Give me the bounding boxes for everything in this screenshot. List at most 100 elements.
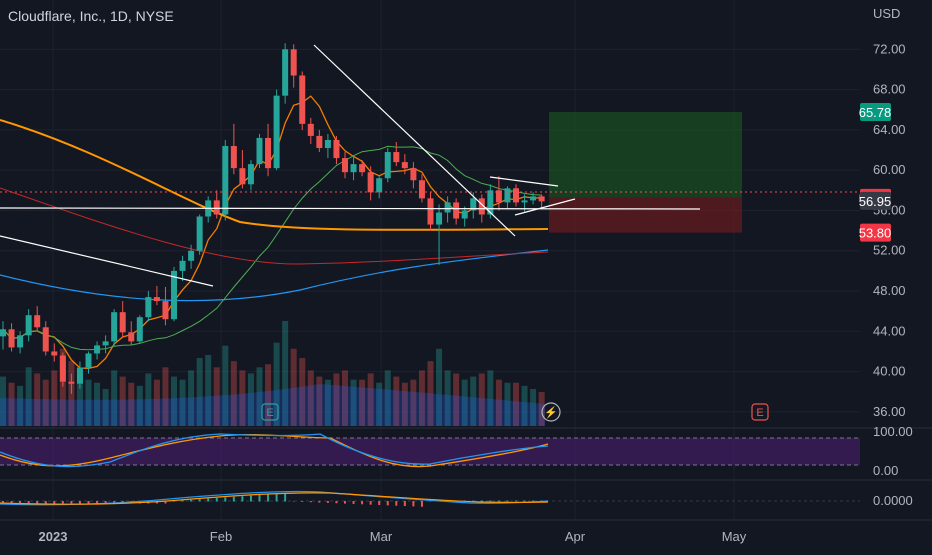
candle-body — [307, 123, 314, 136]
trendline-down — [313, 44, 516, 237]
volume-bar — [495, 379, 502, 426]
volume-bar — [393, 376, 400, 426]
macd-histogram-bar — [335, 501, 338, 504]
candle-body — [25, 315, 32, 336]
macd-histogram-bar — [36, 501, 39, 504]
candle-body — [102, 341, 109, 346]
candle-body — [538, 196, 545, 202]
volume-bar — [290, 348, 297, 426]
volume-bar — [102, 388, 109, 426]
volume-bar — [239, 370, 246, 426]
macd-histogram-bar — [318, 501, 321, 503]
earnings-event-icon — [751, 403, 769, 421]
ma-blue-line — [0, 249, 549, 302]
macd-histogram-bar — [412, 501, 415, 507]
volume-bar — [350, 379, 357, 426]
candle-body — [418, 180, 425, 199]
price-tick-label: 52.00 — [873, 243, 906, 258]
macd-signal-line — [0, 492, 549, 505]
macd-histogram-bar — [10, 501, 13, 504]
macd-histogram-bar — [386, 501, 389, 506]
macd-histogram-bar — [249, 495, 252, 502]
candle-body — [171, 270, 177, 320]
macd-histogram-bar — [369, 501, 372, 505]
candle-body — [273, 95, 280, 169]
macd-histogram-bar — [523, 500, 526, 502]
candle-body — [68, 381, 75, 384]
candle-body — [436, 212, 443, 225]
rsi-band — [0, 438, 860, 465]
candle-body — [359, 164, 366, 173]
volume-bar — [17, 385, 24, 426]
price-tick-label: 64.00 — [873, 122, 906, 137]
date-tick-label: Feb — [210, 529, 232, 544]
volume-bar — [384, 370, 391, 426]
candle-body — [530, 196, 537, 201]
candle-body — [179, 260, 186, 271]
candle-body — [128, 332, 135, 342]
volume-bar — [85, 379, 92, 426]
earnings-event-label: E — [756, 407, 763, 419]
ema-short-line — [2, 95, 542, 370]
candle-body — [59, 355, 66, 382]
volume-bar — [111, 370, 118, 426]
macd-histogram-bar — [207, 498, 210, 502]
macd-histogram-bar — [224, 497, 227, 502]
macd-histogram-bar — [61, 501, 64, 504]
volume-bar — [171, 376, 177, 426]
volume-bar — [59, 348, 66, 426]
macd-histogram-bar — [361, 501, 364, 505]
candle-body — [487, 190, 494, 215]
ma-red-line — [0, 187, 549, 265]
candle-body — [136, 317, 143, 342]
macd-histogram-bar — [326, 501, 329, 503]
macd-histogram-bar — [190, 499, 193, 502]
macd-histogram-bar — [70, 501, 73, 504]
macd-histogram-bar — [480, 500, 483, 502]
volume-bar — [256, 367, 263, 426]
macd-histogram-bar — [284, 493, 287, 502]
candle-body — [8, 329, 15, 348]
pennant-lower — [514, 198, 576, 216]
candle-body — [145, 297, 152, 318]
candle-body — [188, 250, 195, 261]
macd-histogram-bar — [506, 500, 509, 502]
lightning-icon-glyph: ⚡ — [544, 406, 558, 419]
volume-ma-area — [0, 384, 545, 426]
price-tick-label: 44.00 — [873, 323, 906, 338]
volume-bar — [153, 379, 160, 426]
volume-bar — [94, 382, 101, 426]
volume-bar — [324, 379, 331, 426]
macd-histogram-bar — [267, 494, 270, 502]
volume-bar — [333, 373, 340, 426]
macd-histogram-bar — [181, 500, 184, 502]
volume-bar — [478, 373, 485, 426]
macd-histogram-bar — [352, 501, 355, 504]
volume-bar — [162, 367, 169, 426]
volume-bar — [427, 361, 434, 426]
volume-bar — [265, 364, 272, 426]
macd-histogram-bar — [395, 501, 398, 506]
volume-bar — [42, 379, 49, 426]
candle-body — [265, 137, 272, 169]
macd-histogram-bar — [19, 501, 22, 504]
volume-bar — [213, 367, 220, 426]
volume-bar — [470, 376, 477, 426]
volume-bar — [530, 388, 537, 426]
volume-bar — [299, 358, 306, 426]
lightning-icon — [541, 402, 561, 422]
volume-bar — [128, 382, 135, 426]
volume-bar — [230, 361, 237, 426]
candle-body — [256, 137, 263, 165]
candle-body — [230, 146, 237, 169]
candle-body — [324, 139, 331, 149]
target-badge — [860, 102, 891, 121]
macd-histogram-bar — [173, 501, 175, 502]
macd-histogram-bar — [87, 501, 90, 504]
volume-bar — [342, 370, 348, 426]
price-tick-label: 60.00 — [873, 162, 906, 177]
candle-body — [282, 49, 289, 96]
macd-histogram-bar — [113, 501, 116, 504]
